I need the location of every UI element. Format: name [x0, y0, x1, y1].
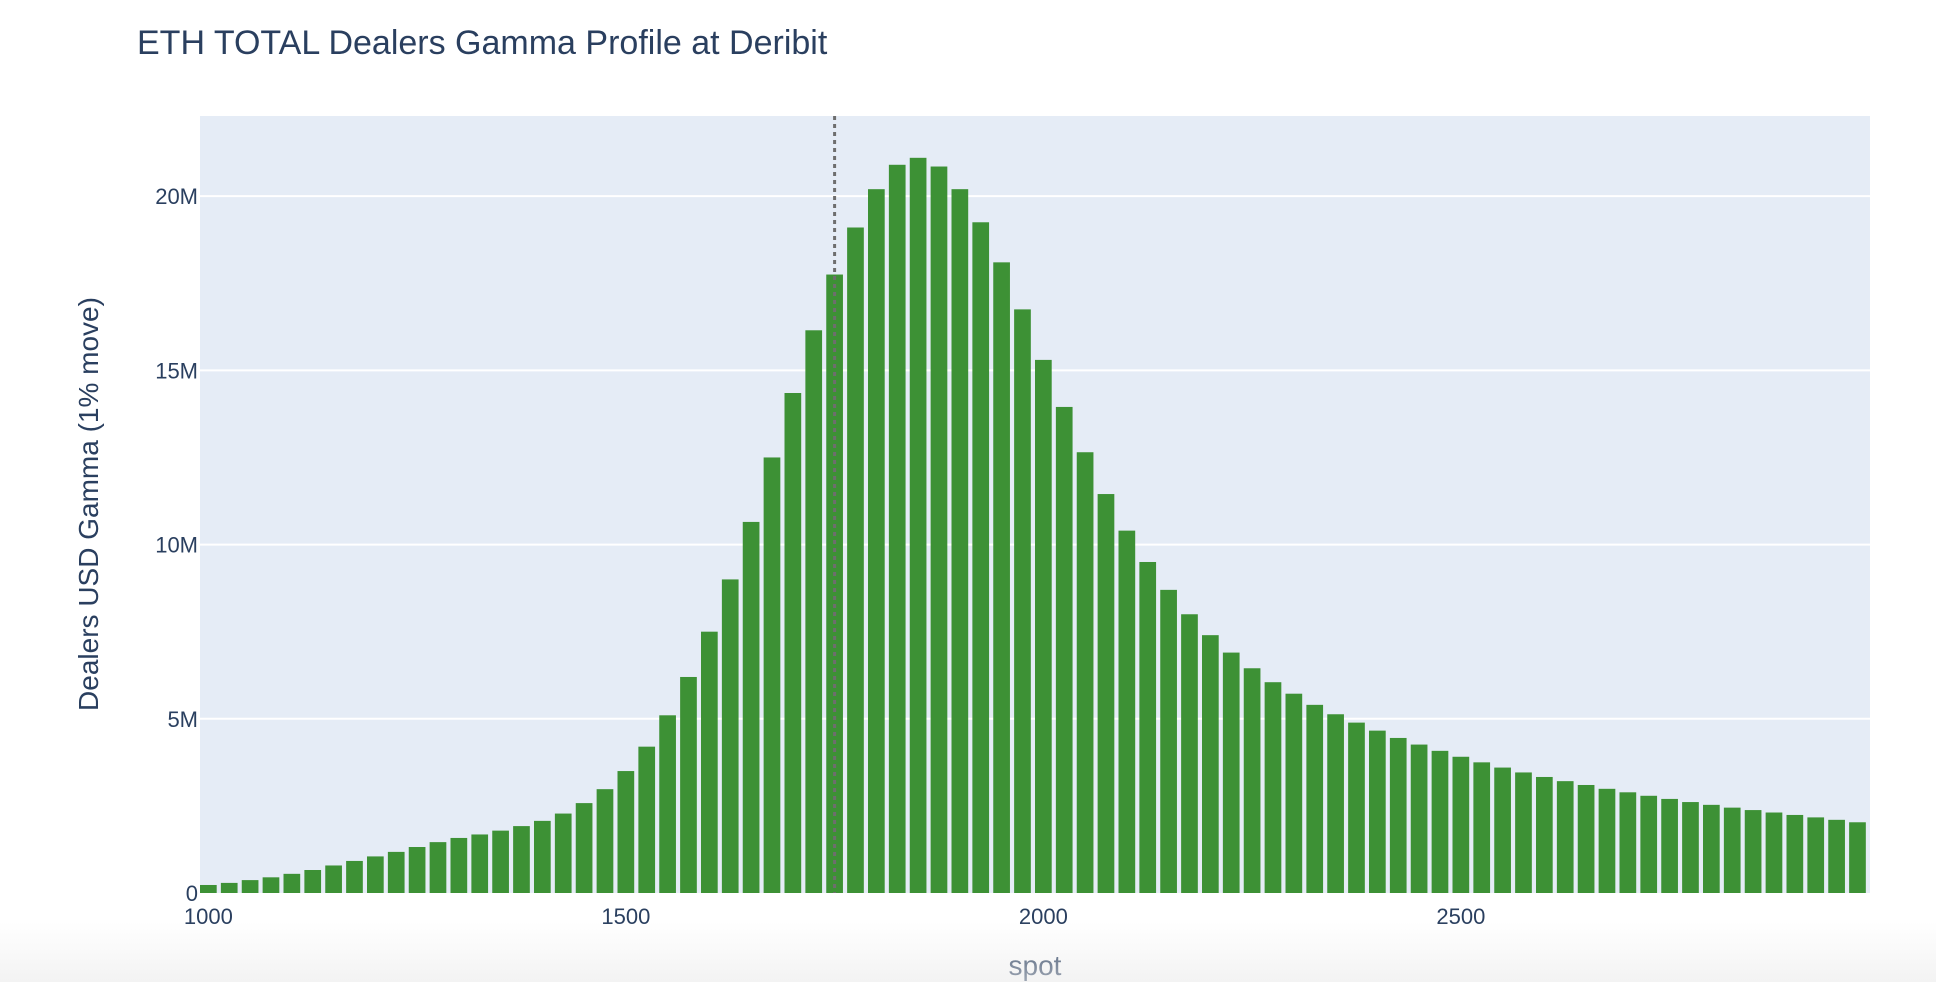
bar	[1765, 812, 1783, 893]
bar	[1389, 737, 1407, 893]
bar	[1222, 652, 1240, 893]
bar	[1473, 762, 1491, 893]
bar	[1264, 682, 1282, 893]
bar	[262, 877, 280, 893]
bar	[1097, 494, 1115, 893]
y-tick-label: 10M	[155, 533, 198, 558]
y-tick-label: 20M	[155, 184, 198, 209]
bar	[993, 262, 1010, 893]
chart-title: ETH TOTAL Dealers Gamma Profile at Derib…	[137, 24, 828, 62]
bar	[909, 157, 927, 894]
bar	[972, 222, 990, 893]
bar	[1327, 714, 1344, 893]
bar	[805, 330, 823, 893]
bar	[1577, 784, 1595, 893]
bar	[1703, 804, 1720, 893]
bar	[1619, 792, 1637, 893]
bar	[1640, 795, 1658, 893]
bar	[701, 631, 718, 893]
bar	[513, 826, 530, 893]
bar	[325, 865, 342, 893]
bar	[1723, 807, 1741, 893]
bar	[596, 789, 614, 893]
bar	[1556, 781, 1574, 893]
bar	[1828, 819, 1845, 893]
bar	[387, 851, 405, 893]
y-tick-label: 0	[186, 881, 198, 906]
bar	[241, 880, 259, 893]
bar	[1536, 776, 1553, 893]
bar	[534, 820, 551, 893]
bar	[1786, 814, 1804, 893]
y-axis-ticks: 0 5M 10M 15M 20M	[155, 184, 198, 906]
bar	[200, 884, 217, 893]
bar	[638, 746, 656, 893]
bar	[554, 813, 572, 893]
bar	[1807, 817, 1825, 893]
bar	[1285, 693, 1303, 893]
bar	[283, 873, 301, 893]
bar	[742, 521, 760, 893]
bar	[1452, 756, 1470, 893]
bar	[888, 164, 906, 893]
bar	[617, 771, 635, 893]
bar	[492, 830, 509, 893]
bar	[951, 189, 969, 893]
bar	[659, 715, 676, 893]
bar	[1515, 772, 1532, 893]
bar	[1849, 822, 1866, 893]
bar	[1202, 635, 1219, 893]
bar	[1744, 810, 1762, 893]
bar	[1076, 452, 1094, 893]
bar	[1494, 767, 1511, 893]
bar	[1598, 788, 1616, 893]
bar	[1682, 802, 1699, 893]
bottom-fade	[0, 922, 1936, 982]
bar	[1014, 309, 1031, 894]
bar	[304, 870, 322, 893]
bar	[575, 803, 593, 893]
bar	[847, 227, 864, 894]
bar	[346, 860, 363, 893]
y-tick-label: 15M	[155, 358, 198, 383]
bar	[680, 676, 697, 893]
bar	[1306, 704, 1324, 893]
bar-series	[200, 157, 1866, 894]
bar	[1661, 798, 1678, 893]
bar	[1035, 359, 1052, 893]
bar	[1139, 561, 1157, 893]
bar	[784, 393, 802, 893]
bar	[868, 189, 885, 893]
y-axis-title: Dealers USD Gamma (1% move)	[73, 297, 104, 711]
bar	[763, 457, 781, 893]
bar	[450, 837, 468, 893]
bar	[1055, 406, 1073, 893]
bar	[1431, 750, 1449, 893]
bar	[429, 842, 447, 893]
bar	[471, 834, 489, 893]
bar	[1348, 722, 1365, 893]
y-tick-label: 5M	[167, 707, 198, 732]
bar	[367, 856, 384, 893]
bar	[1160, 589, 1177, 893]
bar	[408, 847, 426, 893]
bar	[1243, 668, 1261, 893]
bar	[1118, 530, 1136, 893]
bar	[930, 166, 948, 894]
bar	[1410, 744, 1428, 893]
bar	[1369, 730, 1386, 893]
bar	[721, 579, 739, 893]
bar	[220, 882, 238, 893]
bar	[1181, 614, 1198, 893]
